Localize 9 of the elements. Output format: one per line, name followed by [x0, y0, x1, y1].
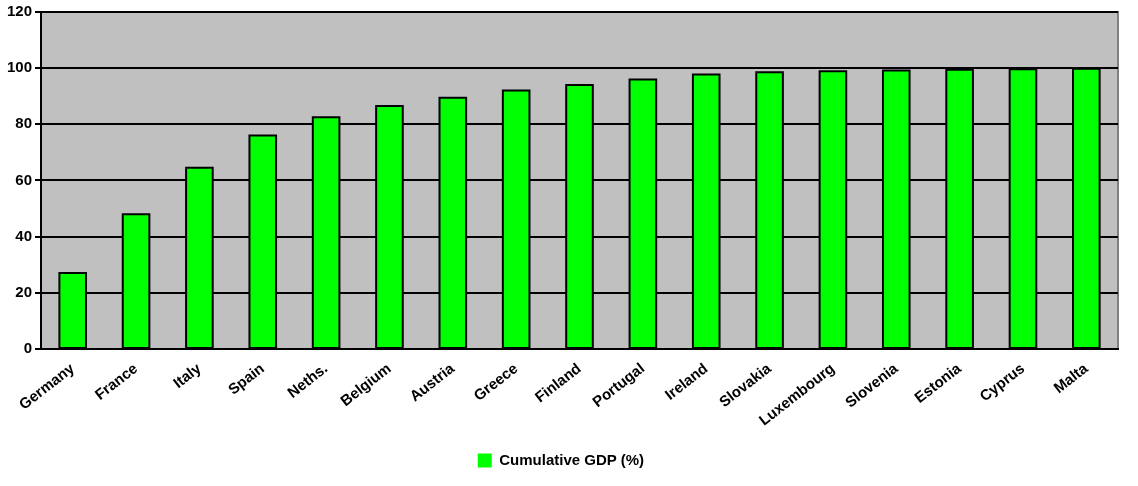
y-tick-label: 20 [15, 282, 33, 300]
y-tick-label: 40 [15, 226, 33, 244]
y-tick-label: 100 [7, 58, 33, 76]
x-tick-label: Italy [169, 358, 205, 392]
y-tick-label: 120 [7, 2, 33, 20]
y-tick-label: 60 [15, 170, 33, 188]
y-tick-label: 0 [23, 339, 33, 357]
y-tick-label: 80 [15, 114, 33, 132]
legend-label: Cumulative GDP (%) [499, 450, 644, 468]
